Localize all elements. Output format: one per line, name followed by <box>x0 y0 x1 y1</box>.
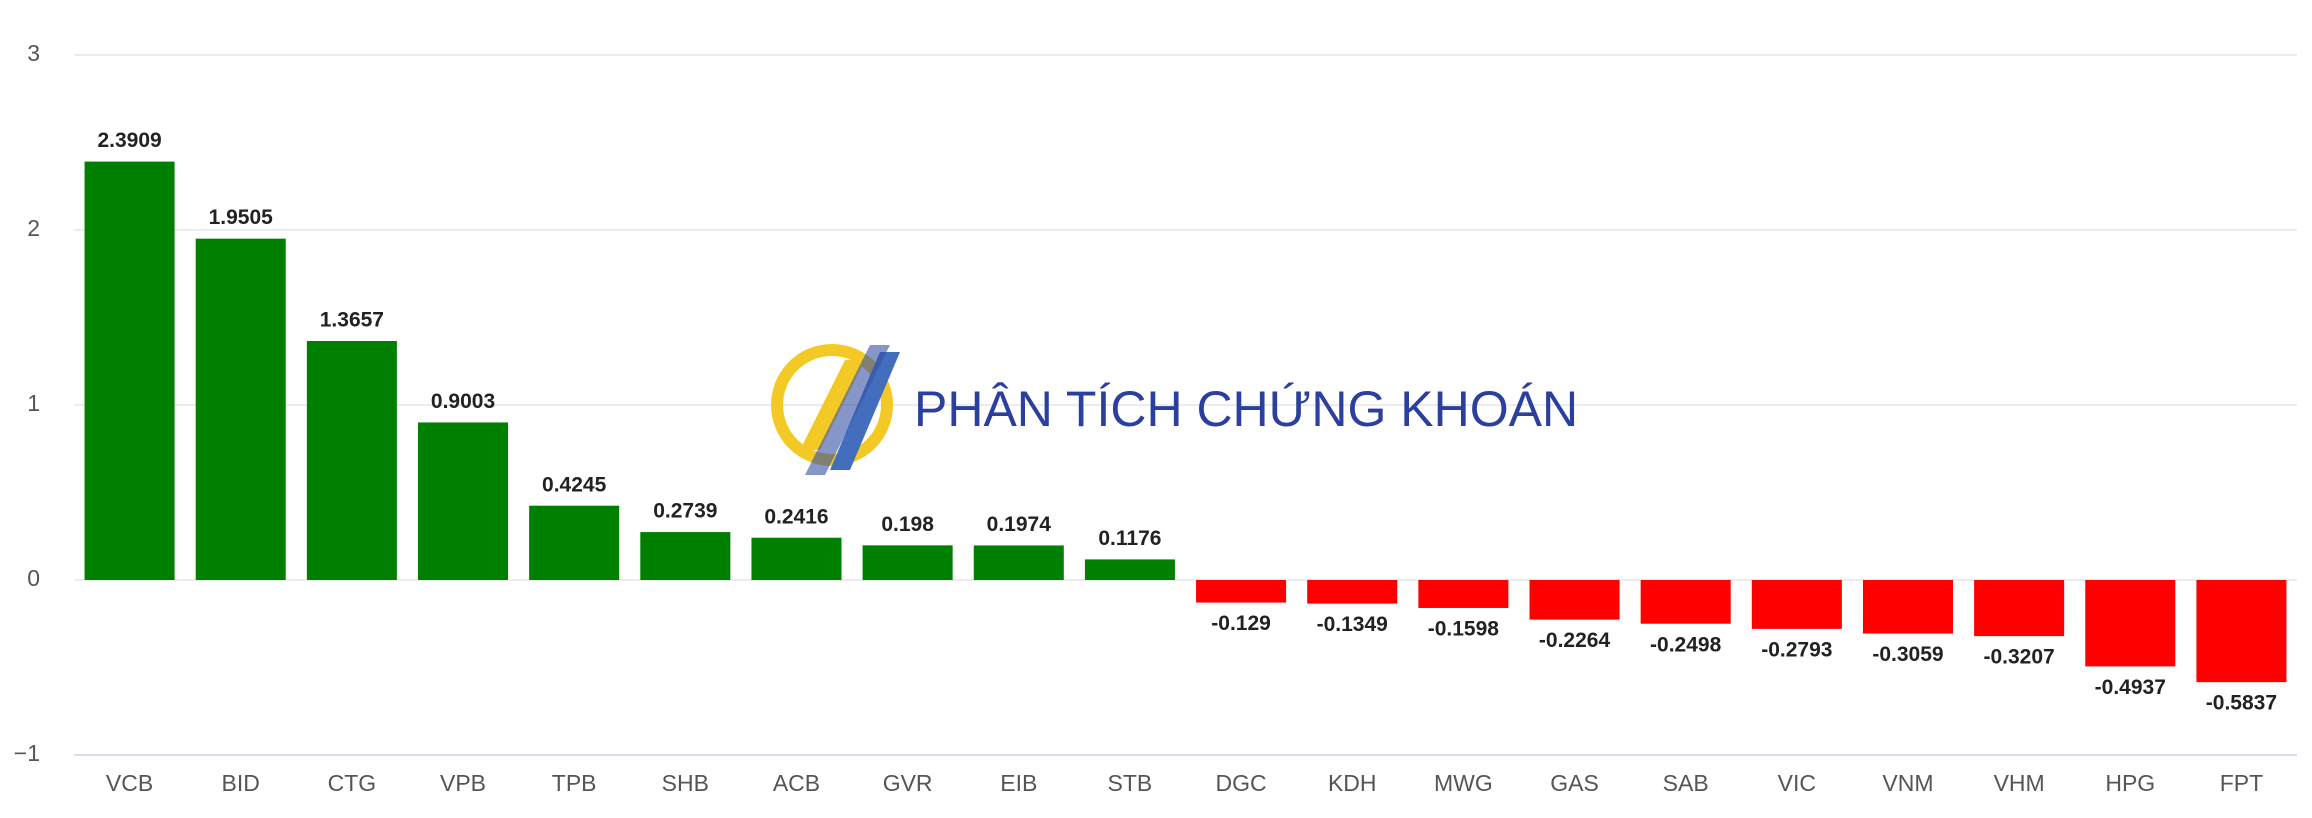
value-label: 0.1176 <box>1098 527 1161 550</box>
value-label: -0.3059 <box>1872 643 1943 666</box>
bar <box>862 545 953 580</box>
x-tick-label: GAS <box>1550 770 1599 796</box>
x-tick-label: HPG <box>2105 770 2155 796</box>
y-tick-label: 0 <box>27 565 40 591</box>
value-label: -0.1349 <box>1317 613 1388 636</box>
x-tick-label: SHB <box>662 770 709 796</box>
x-tick-label: VHM <box>1994 770 2045 796</box>
bar <box>529 505 620 580</box>
bar <box>195 238 286 580</box>
bar <box>84 161 175 580</box>
x-tick-label: CTG <box>328 770 377 796</box>
bar <box>2196 580 2287 683</box>
plot: −1 0 1 2 3 VCB 2.3909 BID 1.9505 CTG 1.3657 VPB 0.90… <box>14 40 2297 796</box>
x-tick-label: TPB <box>552 770 597 796</box>
value-label: -0.3207 <box>1984 646 2055 669</box>
x-tick-label: MWG <box>1434 770 1493 796</box>
value-label: 2.3909 <box>97 129 161 152</box>
x-tick-label: VCB <box>106 770 153 796</box>
bar <box>1751 580 1842 629</box>
bar <box>1196 580 1287 603</box>
value-label: -0.129 <box>1211 612 1271 635</box>
x-tick-label: VIC <box>1778 770 1816 796</box>
value-label: 0.2416 <box>764 505 828 528</box>
bar <box>306 341 397 580</box>
value-label: -0.5837 <box>2206 692 2277 715</box>
y-tick-label: 3 <box>27 40 40 66</box>
value-label: -0.2264 <box>1539 629 1611 652</box>
value-label: 1.9505 <box>209 206 274 229</box>
value-label: 0.9003 <box>431 390 495 413</box>
logo <box>771 344 900 475</box>
bar <box>640 532 731 580</box>
y-tick-label: 1 <box>27 390 40 416</box>
x-tick-label: FPT <box>2220 770 2263 796</box>
bar <box>418 422 509 580</box>
value-label: 0.198 <box>881 513 934 536</box>
x-tick-label: DGC <box>1216 770 1267 796</box>
value-label: -0.2498 <box>1650 633 1722 656</box>
bar <box>1862 580 1953 634</box>
bar <box>2085 580 2176 667</box>
value-label: -0.2793 <box>1761 638 1832 661</box>
x-tick-label: VNM <box>1882 770 1933 796</box>
bar <box>1418 580 1509 608</box>
value-label: -0.1598 <box>1428 618 1500 641</box>
bar <box>973 545 1064 580</box>
x-tick-label: KDH <box>1328 770 1377 796</box>
bar <box>1307 580 1398 604</box>
bar <box>1640 580 1731 624</box>
x-tick-label: VPB <box>440 770 486 796</box>
x-tick-label: SAB <box>1663 770 1709 796</box>
watermark: PHÂN TÍCH CHỨNG KHOÁN <box>914 381 1578 437</box>
x-tick-label: BID <box>222 770 260 796</box>
x-tick-label: EIB <box>1000 770 1037 796</box>
value-label: 0.1974 <box>987 513 1052 536</box>
value-label: -0.4937 <box>2095 676 2166 699</box>
bar <box>1084 559 1175 580</box>
value-label: 0.2739 <box>653 500 717 523</box>
bar <box>751 537 842 580</box>
bar <box>1529 580 1620 620</box>
bar <box>1974 580 2065 637</box>
y-tick-label: 2 <box>27 215 40 241</box>
x-tick-label: ACB <box>773 770 820 796</box>
y-tick-label: −1 <box>14 740 40 766</box>
x-tick-label: STB <box>1108 770 1153 796</box>
x-tick-label: GVR <box>883 770 933 796</box>
value-label: 0.4245 <box>542 473 607 496</box>
value-label: 1.3657 <box>320 309 384 332</box>
